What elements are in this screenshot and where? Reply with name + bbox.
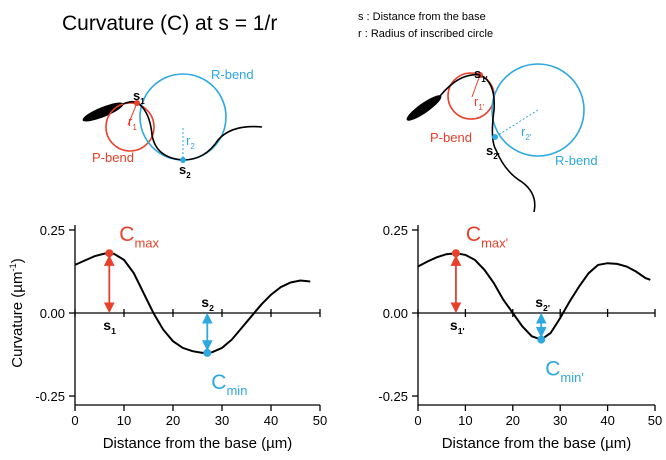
diagram-label-main: s — [486, 143, 493, 158]
diagram-label-sub: 1' — [481, 75, 487, 84]
diagram-label-sub: 1 — [140, 97, 145, 106]
annotation-label: Cmax — [119, 223, 159, 250]
diagram-label-sub: 2' — [525, 133, 531, 142]
diagram-label: s1' — [474, 66, 488, 84]
diagram-label: s1 — [133, 88, 145, 106]
x-axis-label: Distance from the base (µm) — [442, 435, 632, 452]
diagram-label: r2' — [521, 124, 532, 142]
diagram-label-sub: 2 — [190, 142, 195, 151]
annotation-label-main: C — [545, 358, 560, 381]
x-tick-label: 10 — [117, 413, 131, 428]
diagram-label-main: R-bend — [211, 67, 254, 82]
s-label-sub: 1' — [458, 326, 465, 336]
x-tick-label: 30 — [553, 413, 567, 428]
diagram-label-main: s — [474, 66, 481, 81]
diagram-label: R-bend — [555, 153, 598, 168]
x-tick-label: 0 — [71, 413, 78, 428]
y-axis-label: Curvature (µm-1) — [8, 258, 26, 367]
curve — [74, 252, 311, 354]
annotation-label-sub: max' — [481, 236, 508, 251]
note: r : Radius of inscribed circle — [358, 28, 493, 40]
s-label-sub: 2' — [543, 303, 550, 313]
annotation-label-sub: max — [134, 236, 159, 251]
y-tick-label: 0.25 — [383, 223, 408, 238]
diagram-label-main: r — [474, 94, 479, 109]
annotation-point — [203, 348, 212, 357]
annotation-point — [105, 249, 114, 258]
y-tick-label: 0.25 — [40, 223, 65, 238]
annotation-label: Cmin' — [545, 358, 584, 385]
s-label: s2' — [535, 294, 550, 313]
diagram-label-main: r — [186, 133, 191, 148]
diagram-label: s2 — [179, 162, 191, 180]
diagram-label-sub: 2 — [186, 171, 191, 180]
s-label-main: s — [450, 317, 458, 333]
annotation-label: Cmax' — [466, 223, 508, 250]
x-tick-label: 40 — [264, 413, 278, 428]
annotation-label-main: C — [466, 223, 481, 246]
annotation-label: Cmin — [211, 371, 247, 398]
y-axis-label-tail: ) — [9, 258, 26, 263]
x-tick-label: 20 — [166, 413, 180, 428]
annotation-point — [451, 249, 460, 258]
diagram-label-main: s — [133, 88, 140, 103]
s-label-main: s — [103, 317, 111, 333]
diagram-label-main: r — [128, 114, 133, 129]
annotation-label-main: C — [211, 371, 226, 394]
y-tick-label: 0.00 — [40, 306, 65, 321]
s-label-sub: 2 — [209, 303, 214, 313]
diagram-label: r2 — [186, 133, 195, 151]
diagram-label-sub: 1 — [132, 123, 137, 132]
s-label: s1' — [450, 317, 465, 336]
annotation-label-main: C — [119, 223, 134, 246]
y-tick-label: 0.00 — [383, 306, 408, 321]
s-label-main: s — [201, 294, 209, 310]
diagram-label-main: s — [179, 162, 186, 177]
x-tick-label: 40 — [600, 413, 614, 428]
diagram-label: r1 — [128, 114, 137, 132]
x-tick-label: 0 — [414, 413, 421, 428]
diagram-label: P-bend — [92, 150, 134, 165]
diagram-label: R-bend — [211, 67, 254, 82]
annotation-point — [537, 335, 546, 344]
diagram-label-main: P-bend — [430, 130, 472, 145]
x-tick-label: 50 — [648, 413, 662, 428]
y-tick-label: -0.25 — [378, 389, 408, 404]
diagram-label-main: r — [521, 124, 526, 139]
s-label: s1 — [103, 317, 116, 336]
s-label-main: s — [535, 294, 543, 310]
x-tick-label: 50 — [313, 413, 327, 428]
diagram-label-sub: 1' — [478, 103, 484, 112]
y-tick-label: -0.25 — [35, 389, 65, 404]
x-tick-label: 30 — [215, 413, 229, 428]
annotation-label-sub: min — [226, 383, 247, 398]
diagram-right — [406, 63, 585, 213]
diagram-label: P-bend — [430, 130, 472, 145]
x-tick-label: 20 — [506, 413, 520, 428]
y-axis-label-sup: -1 — [8, 263, 18, 271]
figure-title: Curvature (C) at s = 1/r — [62, 12, 277, 35]
diagram-label-sub: 2' — [493, 152, 499, 161]
diagram-label-main: P-bend — [92, 150, 134, 165]
note: s : Distance from the base — [358, 11, 486, 23]
y-axis-label-main: Curvature (µm — [9, 272, 26, 368]
annotation-label-sub: min' — [560, 370, 583, 385]
diagram-left — [82, 73, 263, 163]
diagram-label: s2' — [486, 143, 500, 161]
diagram-label: r1' — [474, 94, 485, 112]
s-label: s2 — [201, 294, 214, 313]
x-tick-label: 10 — [458, 413, 472, 428]
x-axis-label: Distance from the base (µm) — [103, 435, 293, 452]
diagram-label-main: R-bend — [555, 153, 598, 168]
s-label-sub: 1 — [111, 326, 116, 336]
